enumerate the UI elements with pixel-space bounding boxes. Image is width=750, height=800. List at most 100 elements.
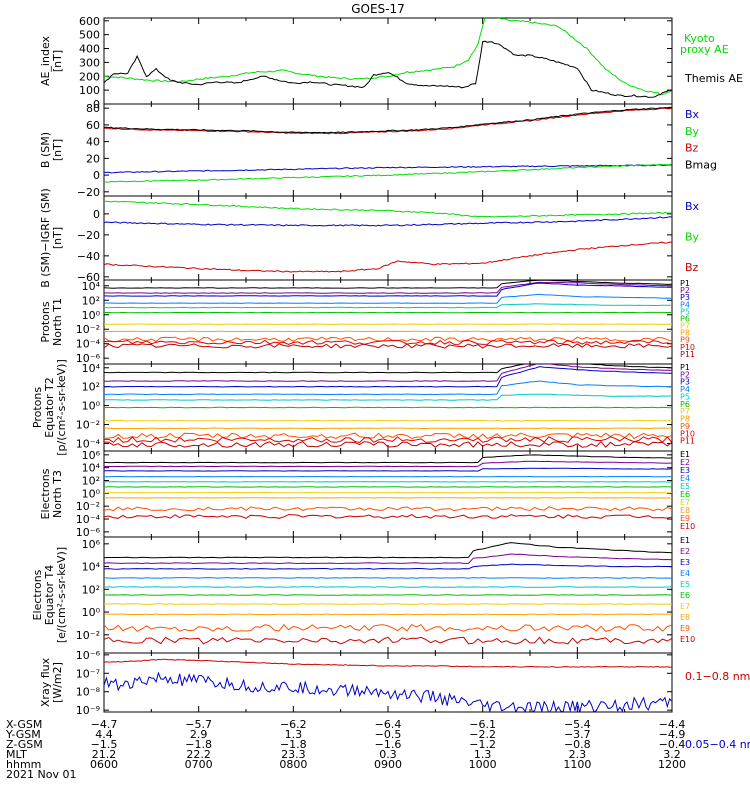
legend-entry: E8 bbox=[680, 613, 690, 622]
panel-ee: 10⁶ 10⁴ 10² 10⁰ 10⁻² Electrons Equator T4 [e/(c… bbox=[31, 536, 695, 654]
y-tick-label: 10⁻⁴ bbox=[76, 513, 101, 526]
series-p1 bbox=[104, 280, 672, 289]
legend-entry: E4 bbox=[680, 569, 690, 578]
series-e9 bbox=[104, 623, 672, 632]
legend-entry: Bmag bbox=[685, 158, 717, 171]
y-axis-label: [nT] bbox=[51, 50, 64, 72]
legend-entry: E7 bbox=[680, 498, 690, 507]
series-p7 bbox=[104, 419, 672, 422]
series-bmag bbox=[104, 106, 672, 134]
legend-entry: By bbox=[685, 125, 700, 138]
y-tick-label: 10⁴ bbox=[82, 280, 101, 293]
x-row-value: −0.8 bbox=[564, 738, 591, 751]
legend-entry: E9 bbox=[680, 624, 690, 633]
x-row-value: 3.2 bbox=[663, 748, 681, 761]
x-row-value: 0800 bbox=[279, 758, 307, 771]
series-e1 bbox=[104, 542, 672, 559]
legend-entry: P3 bbox=[680, 293, 690, 302]
series-p2 bbox=[104, 364, 672, 382]
x-row-label: Y-GSM bbox=[5, 728, 41, 741]
y-tick-label: 60 bbox=[86, 119, 100, 132]
legend-entry: P11 bbox=[680, 437, 695, 446]
legend-entry: P6 bbox=[680, 400, 690, 409]
x-row-value: −6.4 bbox=[375, 718, 402, 731]
x-row-value: −1.2 bbox=[469, 738, 496, 751]
legend-entry: P8 bbox=[680, 329, 690, 338]
x-row-label: Z-GSM bbox=[6, 738, 43, 751]
legend-entry: P11 bbox=[680, 350, 695, 359]
plot-frame bbox=[103, 195, 673, 281]
y-axis-label: North T3 bbox=[51, 470, 64, 518]
legend-entry: P10 bbox=[680, 343, 695, 352]
y-tick-label: 10⁶ bbox=[82, 449, 101, 462]
series-bz bbox=[104, 241, 672, 273]
y-tick-label: 10⁻⁶ bbox=[76, 526, 101, 539]
y-tick-label: 10² bbox=[82, 381, 100, 394]
x-row-value: −4.9 bbox=[659, 728, 686, 741]
series-e2 bbox=[104, 553, 672, 565]
legend-entry: Bx bbox=[685, 200, 700, 213]
y-tick-label: 10⁰ bbox=[82, 487, 101, 500]
y-axis-label: [p/(cm²-s-sr-keV)] bbox=[55, 359, 68, 456]
series-themis-ae bbox=[104, 40, 672, 98]
legend-entry: Themis AE bbox=[684, 72, 743, 85]
y-tick-label: 10⁻⁴ bbox=[76, 437, 101, 450]
series-e10 bbox=[104, 514, 672, 519]
y-axis-label: B (SM) bbox=[39, 132, 52, 168]
series-p11 bbox=[104, 343, 672, 349]
legend-entry: P2 bbox=[680, 370, 690, 379]
series-e3 bbox=[104, 467, 672, 472]
x-row-value: 1100 bbox=[563, 758, 591, 771]
y-tick-label: 0 bbox=[93, 208, 100, 221]
series-e6 bbox=[104, 594, 672, 596]
y-tick-label: 10⁻² bbox=[76, 629, 100, 642]
series-e9 bbox=[104, 506, 672, 512]
x-row-value: −5.4 bbox=[564, 718, 591, 731]
y-axis-label: Equator T4 bbox=[43, 565, 56, 625]
legend-entry: E4 bbox=[680, 474, 690, 483]
y-axis-label: [W/m2] bbox=[51, 662, 64, 703]
series-by bbox=[104, 163, 672, 183]
legend-entry: E10 bbox=[680, 522, 695, 531]
y-tick-label: 20 bbox=[86, 152, 100, 165]
legend-entry: P3 bbox=[680, 378, 690, 387]
y-tick-label: 40 bbox=[86, 136, 100, 149]
legend-entry: P4 bbox=[680, 300, 690, 309]
legend-entry: E5 bbox=[680, 482, 690, 491]
legend-entry: E5 bbox=[680, 580, 690, 589]
x-row-value: 23.3 bbox=[281, 748, 306, 761]
y-axis-label: Electrons bbox=[31, 569, 44, 620]
y-axis-label: B (SM)−IGRF (SM) bbox=[39, 188, 52, 288]
series-e7 bbox=[104, 603, 672, 605]
y-axis-label: AE_index bbox=[39, 35, 52, 86]
plot-frame bbox=[103, 103, 673, 197]
y-axis-label: North T1 bbox=[51, 298, 64, 346]
legend-entry: P9 bbox=[680, 422, 690, 431]
legend-entry: E3 bbox=[680, 558, 690, 567]
figure-title: GOES-17 bbox=[351, 2, 405, 16]
series-e2 bbox=[104, 460, 672, 468]
series-e4 bbox=[104, 577, 672, 579]
legend-entry: E1 bbox=[680, 450, 690, 459]
x-row-value: −6.2 bbox=[280, 718, 307, 731]
legend-entry: P7 bbox=[680, 407, 690, 416]
x-row-value: −4.4 bbox=[659, 718, 686, 731]
x-row-value: 21.2 bbox=[92, 748, 117, 761]
x-row-value: 0600 bbox=[90, 758, 118, 771]
y-tick-label: 10⁻² bbox=[76, 419, 100, 432]
legend-entry: P1 bbox=[680, 279, 690, 288]
x-row-value: 2.3 bbox=[569, 748, 587, 761]
x-row-label: X-GSM bbox=[6, 718, 42, 731]
y-axis-label: [nT] bbox=[51, 139, 64, 161]
plot-frame bbox=[103, 279, 673, 365]
series-kyoto-proxy-ae bbox=[104, 18, 672, 95]
y-axis-label: Protons bbox=[31, 387, 44, 428]
y-tick-label: 10² bbox=[82, 583, 100, 596]
y-tick-label: 10⁻² bbox=[76, 323, 100, 336]
x-row-value: −1.6 bbox=[375, 738, 402, 751]
legend-entry: E2 bbox=[680, 458, 690, 467]
legend-entry: P9 bbox=[680, 336, 690, 345]
